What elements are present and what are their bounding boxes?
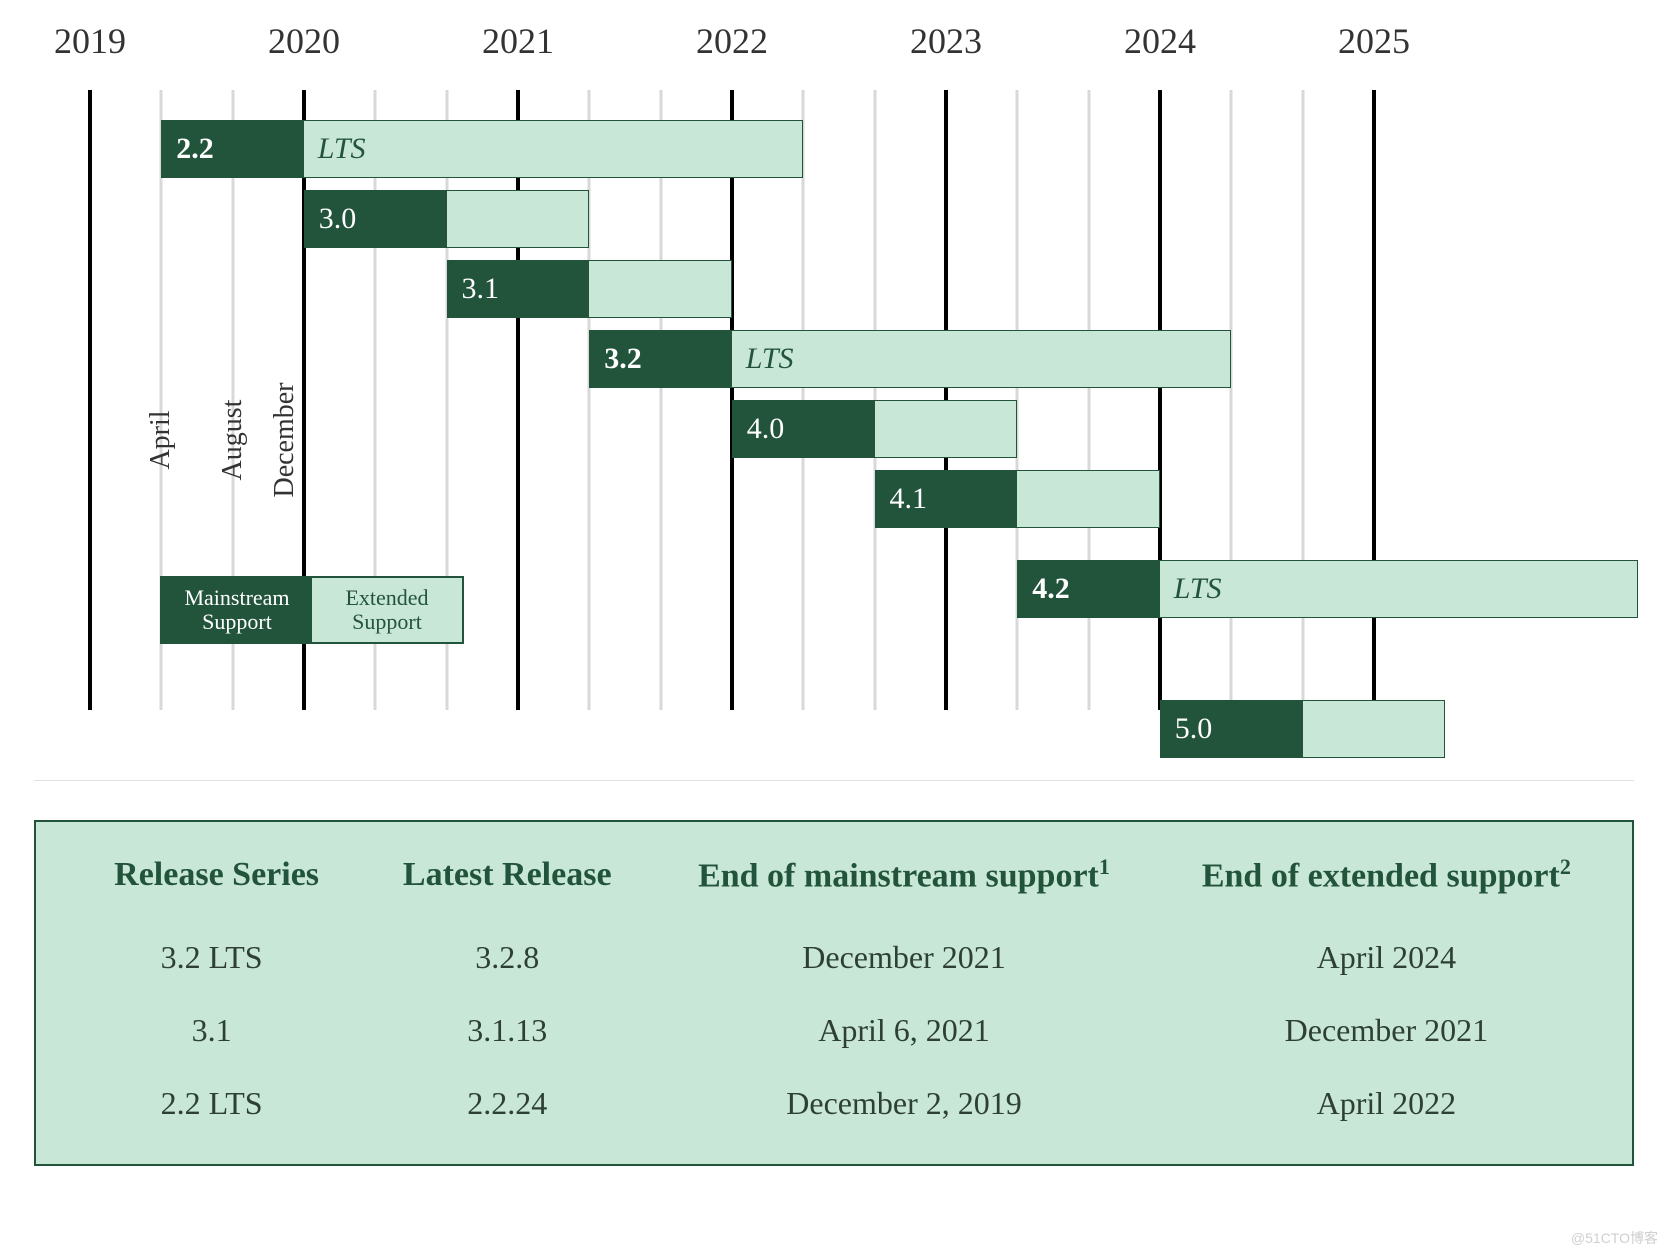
release-bar-row: 3.0: [30, 190, 1638, 248]
release-bar-row: 3.2LTS: [30, 330, 1638, 388]
timeline-chart: 2019202020212022202320242025AprilAugustD…: [30, 20, 1638, 740]
release-bar-row: 2.2LTS: [30, 120, 1638, 178]
table-cell: 2.2 LTS: [56, 1067, 367, 1140]
extended-segment: LTS: [732, 330, 1231, 388]
year-label: 2020: [268, 20, 340, 62]
col-end-mainstream-text: End of mainstream support: [698, 857, 1099, 894]
table-row: 3.13.1.13April 6, 2021December 2021: [56, 994, 1612, 1067]
page-root: 2019202020212022202320242025AprilAugustD…: [0, 0, 1668, 1254]
release-bar-row: 4.1: [30, 470, 1638, 528]
extended-segment: [1303, 700, 1446, 758]
release-table-wrap: Release Series Latest Release End of mai…: [34, 820, 1634, 1166]
extended-segment: [1017, 470, 1160, 528]
mainstream-segment: 3.2: [589, 330, 732, 388]
year-label: 2025: [1338, 20, 1410, 62]
mainstream-segment: 5.0: [1160, 700, 1303, 758]
col-end-extended: End of extended support2: [1161, 840, 1612, 921]
release-bar-row: 4.0: [30, 400, 1638, 458]
year-label: 2021: [482, 20, 554, 62]
table-cell: April 6, 2021: [647, 994, 1160, 1067]
table-cell: April 2022: [1161, 1067, 1612, 1140]
col-end-extended-text: End of extended support: [1202, 857, 1560, 894]
legend-mainstream: MainstreamSupport: [162, 578, 312, 642]
table-header-row: Release Series Latest Release End of mai…: [56, 840, 1612, 921]
mainstream-segment: 3.1: [447, 260, 590, 318]
table-cell: December 2, 2019: [647, 1067, 1160, 1140]
footnote-1: 1: [1099, 854, 1110, 879]
year-label: 2023: [910, 20, 982, 62]
table-cell: December 2021: [647, 921, 1160, 994]
year-label: 2024: [1124, 20, 1196, 62]
mainstream-segment: 4.2: [1017, 560, 1160, 618]
divider: [34, 780, 1634, 781]
release-table: Release Series Latest Release End of mai…: [56, 840, 1612, 1140]
year-label: 2022: [696, 20, 768, 62]
table-cell: 3.2 LTS: [56, 921, 367, 994]
mainstream-segment: 3.0: [304, 190, 447, 248]
col-latest-release: Latest Release: [367, 840, 647, 921]
mainstream-segment: 4.1: [875, 470, 1018, 528]
table-cell: 2.2.24: [367, 1067, 647, 1140]
extended-segment: [875, 400, 1018, 458]
col-release-series: Release Series: [56, 840, 367, 921]
table-cell: April 2024: [1161, 921, 1612, 994]
footnote-2: 2: [1560, 854, 1571, 879]
table-row: 3.2 LTS3.2.8December 2021April 2024: [56, 921, 1612, 994]
year-label: 2019: [54, 20, 126, 62]
table-cell: 3.1.13: [367, 994, 647, 1067]
legend-extended: ExtendedSupport: [312, 578, 462, 642]
legend: MainstreamSupportExtendedSupport: [160, 576, 464, 644]
release-bar-row: 5.0: [30, 700, 1638, 758]
extended-segment: LTS: [304, 120, 803, 178]
extended-segment: [447, 190, 590, 248]
table-cell: 3.2.8: [367, 921, 647, 994]
extended-segment: LTS: [1160, 560, 1638, 618]
table-cell: 3.1: [56, 994, 367, 1067]
table-row: 2.2 LTS2.2.24December 2, 2019April 2022: [56, 1067, 1612, 1140]
release-bar-row: 3.1: [30, 260, 1638, 318]
col-end-mainstream: End of mainstream support1: [647, 840, 1160, 921]
table-cell: December 2021: [1161, 994, 1612, 1067]
mainstream-segment: 4.0: [732, 400, 875, 458]
mainstream-segment: 2.2: [161, 120, 304, 178]
watermark: @51CTO博客: [1571, 1228, 1658, 1248]
extended-segment: [589, 260, 732, 318]
